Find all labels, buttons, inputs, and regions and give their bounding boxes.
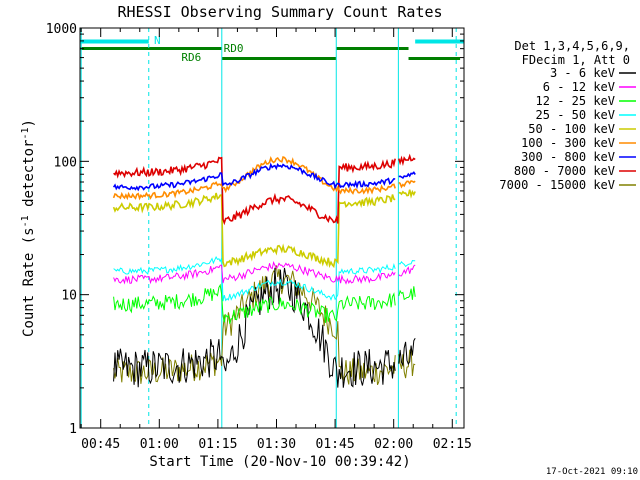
series-800-7000keV-line	[113, 153, 416, 226]
footer-date: 17-Oct-2021 09:10	[546, 467, 638, 477]
legend-header-line-2: FDecim 1, Att 0	[522, 53, 630, 67]
legend-item-label: 800 - 7000 keV	[514, 164, 615, 178]
series-300-800keV-line	[112, 162, 416, 192]
series-trace	[398, 264, 416, 277]
series-trace	[113, 267, 396, 388]
x-tick-label: 01:00	[140, 437, 179, 452]
plot-frame	[79, 27, 465, 429]
series-25-50keV-line	[113, 256, 416, 302]
axes-layer: 00:45 01:00 01:15 01:30 01:45 02:00 02:15 1 10 10…	[46, 22, 472, 452]
legend-item-label: 50 - 100 keV	[528, 122, 615, 136]
y-tick-label: 1000	[46, 22, 77, 37]
decimation-label: RD6	[181, 51, 201, 64]
series-trace	[113, 260, 396, 285]
decimation-label: RD0	[224, 42, 244, 55]
x-tick-label: 00:45	[81, 437, 120, 452]
legend-header-line-1: Det 1,3,4,5,6,9,	[514, 39, 630, 53]
series-trace	[398, 179, 416, 189]
series-layer	[112, 153, 416, 388]
series-trace	[398, 189, 416, 199]
x-tick-label: 01:15	[198, 437, 237, 452]
y-axis-label: Count Rate (s-1 detector-1)	[20, 119, 37, 337]
series-trace	[398, 171, 416, 179]
legend-item-label: 7000 - 15000 keV	[499, 178, 615, 192]
series-trace	[398, 286, 416, 301]
series-trace	[398, 347, 416, 379]
series-50-100keV-line	[112, 189, 416, 269]
series-trace	[398, 338, 416, 368]
legend-item-label: 300 - 800 keV	[521, 150, 615, 164]
series-trace	[113, 265, 396, 385]
series-12-25keV-line	[113, 283, 416, 324]
series-trace	[113, 256, 396, 302]
series-trace	[398, 260, 416, 268]
legend-item-label: 3 - 6 keV	[550, 66, 615, 80]
x-tick-label: 02:15	[433, 437, 472, 452]
legend-item-label: 100 - 300 keV	[521, 136, 615, 150]
y-tick-label: 10	[61, 289, 77, 304]
series-trace	[113, 283, 396, 324]
legend-item-label: 12 - 25 keV	[536, 94, 615, 108]
series-trace	[112, 162, 396, 192]
series-trace	[398, 153, 416, 167]
series-3-6keV-line	[113, 267, 416, 388]
legend: Det 1,3,4,5,6,9, FDecim 1, Att 0 3 - 6 k…	[499, 39, 636, 192]
x-tick-label: 01:45	[316, 437, 355, 452]
x-tick-label: 02:00	[374, 437, 413, 452]
series-6-12keV-line	[113, 260, 416, 285]
y-tick-label: 1	[69, 422, 77, 437]
x-tick-label: 01:30	[257, 437, 296, 452]
y-tick-label: 100	[54, 155, 77, 170]
chart-title: RHESSI Observing Summary Count Rates	[117, 3, 442, 21]
night-label: N	[154, 34, 161, 47]
series-7000-15000keV-line	[113, 265, 416, 385]
x-axis-label: Start Time (20-Nov-10 00:39:42)	[149, 454, 410, 470]
series-trace	[112, 192, 396, 269]
legend-item-label: 25 - 50 keV	[536, 108, 615, 122]
legend-item-label: 6 - 12 keV	[543, 80, 615, 94]
series-trace	[113, 156, 396, 226]
